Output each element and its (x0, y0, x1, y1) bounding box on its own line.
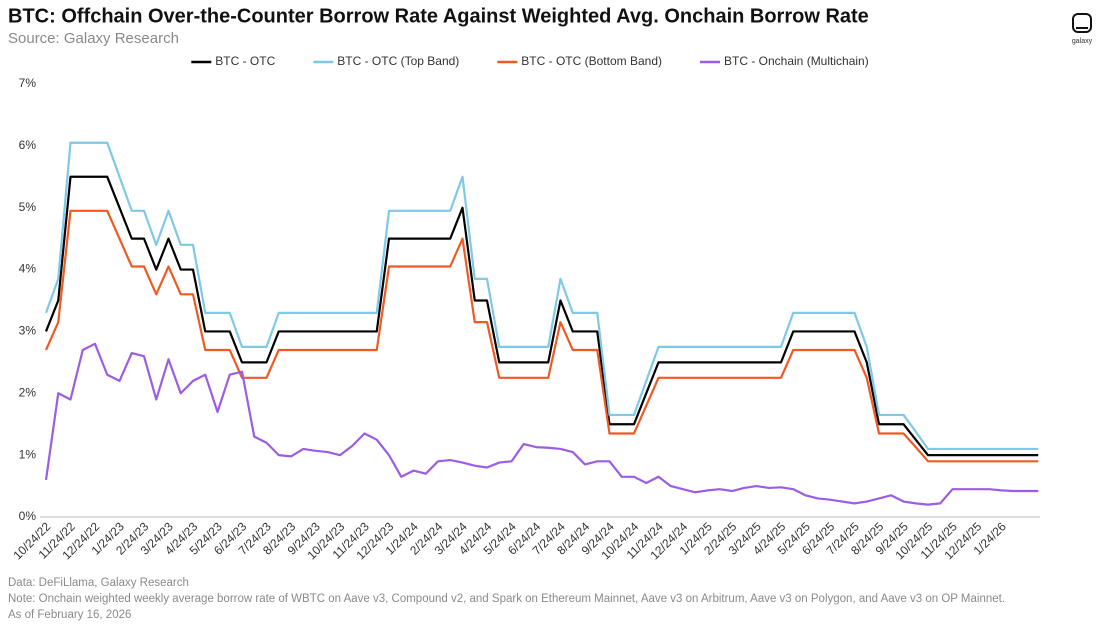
legend-label: BTC - OTC (Bottom Band) (521, 54, 662, 68)
logo: galaxy (1072, 13, 1093, 45)
footnote: Data: DeFiLlama, Galaxy Research (8, 577, 189, 589)
logo-icon (1072, 13, 1092, 33)
y-tick-label: 2% (19, 385, 37, 399)
legend-label: BTC - OTC (215, 54, 275, 68)
footnote: Note: Onchain weighted weekly average bo… (8, 593, 1005, 605)
legend-label: BTC - Onchain (Multichain) (724, 54, 869, 68)
y-tick-label: 1% (19, 447, 37, 461)
y-tick-label: 7% (19, 76, 37, 90)
logo-text: galaxy (1072, 38, 1093, 45)
chart-title: BTC: Offchain Over-the-Counter Borrow Ra… (8, 5, 869, 27)
legend-label: BTC - OTC (Top Band) (337, 54, 459, 68)
chart-subtitle: Source: Galaxy Research (8, 30, 179, 47)
y-tick-label: 6% (19, 138, 37, 152)
y-tick-label: 0% (19, 509, 37, 523)
series-line (44, 175, 1039, 457)
series-line (44, 141, 1039, 451)
series-line (44, 342, 1039, 506)
y-tick-label: 4% (19, 262, 37, 276)
y-tick-label: 3% (19, 324, 37, 338)
y-tick-label: 5% (19, 200, 37, 214)
footnote: As of February 16, 2026 (8, 609, 131, 621)
series-line (44, 209, 1039, 463)
